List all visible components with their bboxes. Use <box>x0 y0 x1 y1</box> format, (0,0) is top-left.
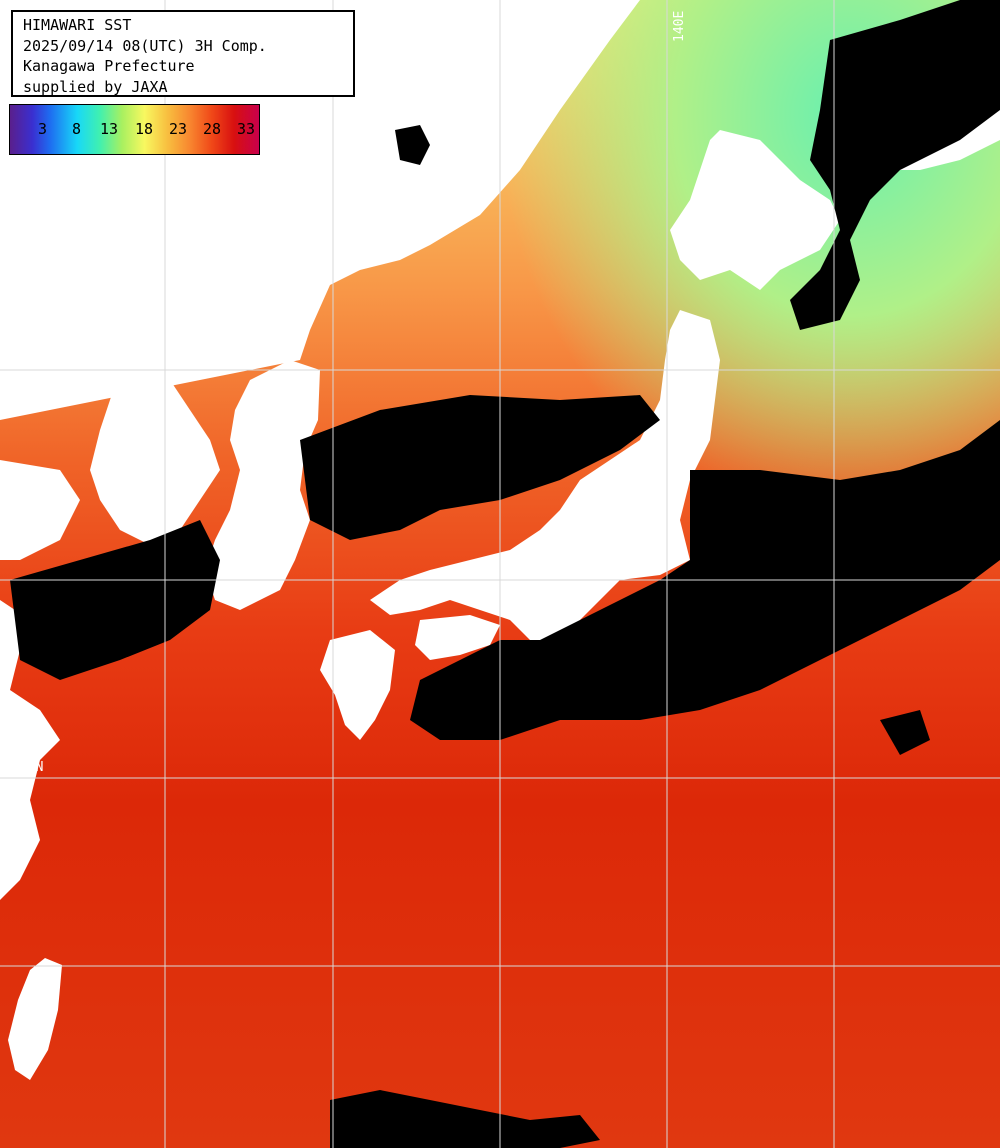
scale-label-23: 23 <box>169 120 188 138</box>
land-hokkaido <box>670 130 840 290</box>
land-china-coast <box>0 600 60 900</box>
land-korea <box>205 360 320 610</box>
lat-label-40n: 40N <box>16 353 40 368</box>
land-shikoku <box>415 615 500 660</box>
land-shandong <box>0 460 80 560</box>
land-liaodong <box>90 370 220 545</box>
scale-label-33: 33 <box>237 120 256 138</box>
land-taiwan <box>8 958 62 1080</box>
scale-label-28: 28 <box>203 120 222 138</box>
color-scale-bar <box>9 104 260 155</box>
scale-label-8: 8 <box>72 120 82 138</box>
land-honshu <box>370 310 720 640</box>
land-kyushu <box>320 630 395 740</box>
scale-label-13: 13 <box>100 120 119 138</box>
scale-label-18: 18 <box>135 120 154 138</box>
credit: supplied by JAXA <box>23 77 168 96</box>
lon-label-140e: 140E <box>672 10 687 42</box>
timestamp: 2025/09/14 08(UTC) 3H Comp. <box>23 36 267 55</box>
scale-label-3: 3 <box>38 120 48 138</box>
product-title: HIMAWARI SST <box>23 16 132 34</box>
lat-label-30n: 30N <box>20 760 44 775</box>
region-name: Kanagawa Prefecture <box>23 57 195 75</box>
info-box: HIMAWARI SST 2025/09/14 08(UTC) 3H Comp.… <box>11 10 355 97</box>
